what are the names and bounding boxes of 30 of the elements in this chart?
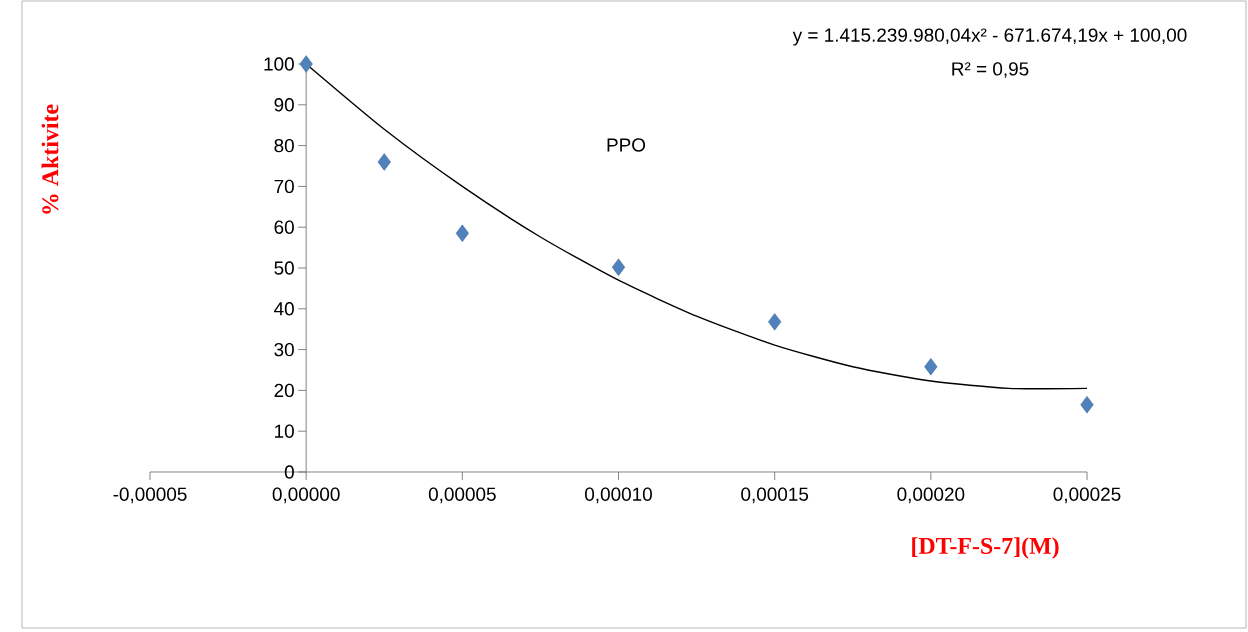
x-tick-label: 0,00000 xyxy=(272,487,340,504)
x-tick-label: 0,00015 xyxy=(741,487,809,504)
y-tick-label: 70 xyxy=(274,179,294,194)
point xyxy=(455,224,469,242)
point xyxy=(611,258,626,276)
y-tick-label: 20 xyxy=(274,383,294,398)
x-tick-label: -0,00005 xyxy=(113,487,187,504)
annotation: PPO xyxy=(607,138,646,152)
x-tick-label: 0,00010 xyxy=(585,487,652,504)
annotation: R² = 0,95 xyxy=(952,62,1029,78)
point xyxy=(924,358,938,376)
y-axis-title: % Aktivite xyxy=(41,104,59,214)
x-tick-label: 0,00025 xyxy=(1053,487,1121,504)
x-axis-title: [DT-F-S-7](M) xyxy=(912,537,1059,559)
x-tick-label: 0,00020 xyxy=(897,487,965,504)
y-tick-label: 100 xyxy=(264,57,294,71)
point xyxy=(299,55,313,73)
y-tick-label: 60 xyxy=(274,220,294,234)
text: y = 1.415.239.980,04x² - 671.674,19x + 100,00 xyxy=(792,28,1187,46)
y-tick-label: 90 xyxy=(274,98,294,112)
point xyxy=(1080,396,1094,414)
y-tick-label: 30 xyxy=(274,342,294,357)
y-tick-label: 10 xyxy=(275,424,294,438)
y-tick-label: 80 xyxy=(274,138,294,153)
y-tick-label: 50 xyxy=(274,261,294,275)
y-tick-label: 40 xyxy=(274,302,294,316)
y-tick-label: 0 xyxy=(284,465,294,479)
point xyxy=(377,153,391,171)
x-tick-label: 0,00005 xyxy=(428,487,496,504)
point xyxy=(768,313,782,331)
